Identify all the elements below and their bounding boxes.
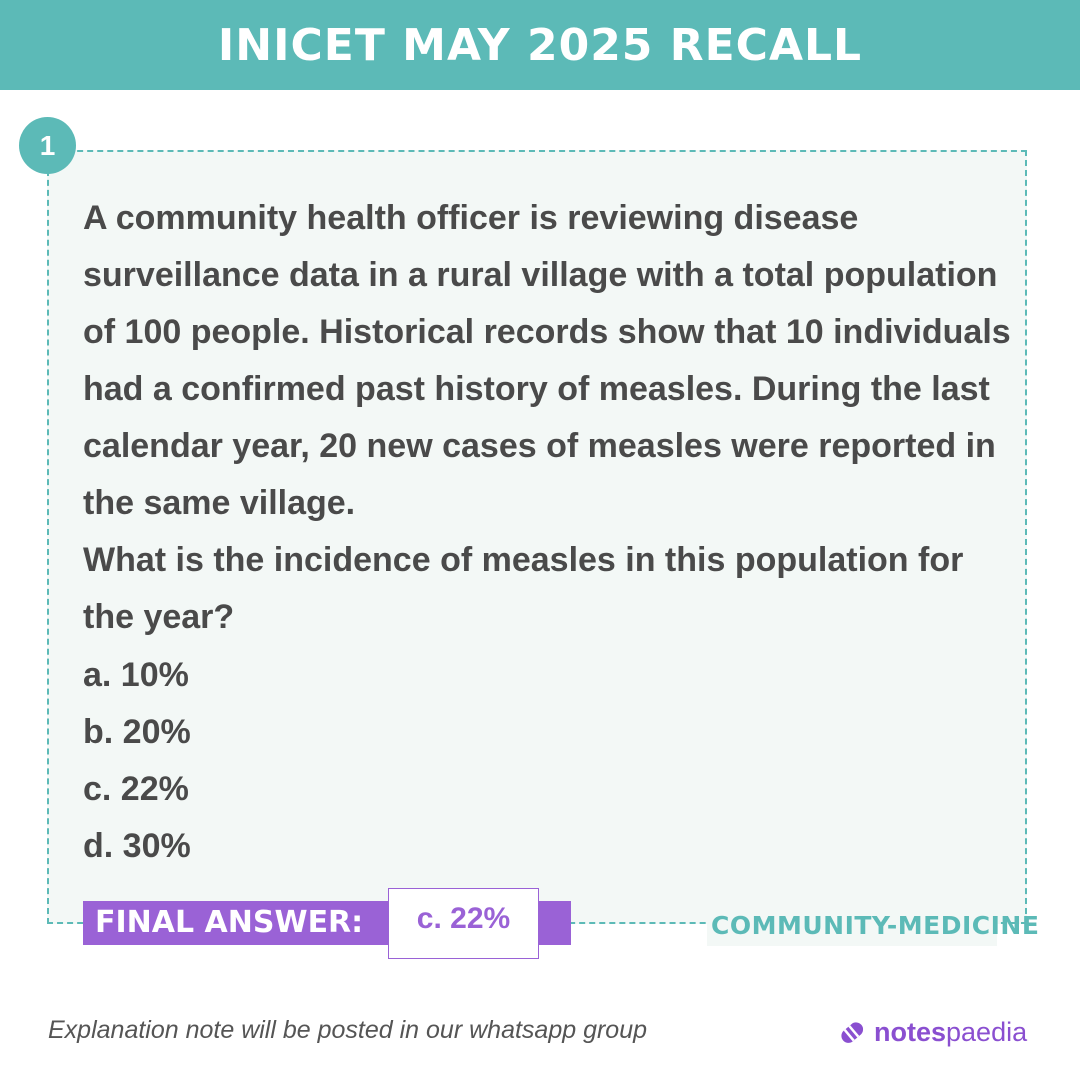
option-b: b. 20%: [83, 713, 191, 751]
option-c: c. 22%: [83, 770, 189, 808]
subject-tag-background: [707, 906, 997, 946]
question-stem: A community health officer is reviewing …: [83, 199, 1011, 522]
page-title: INICET MAY 2025 RECALL: [217, 19, 863, 71]
subject-tag: COMMUNITY-MEDICINE: [711, 911, 1040, 940]
option-d: d. 30%: [83, 827, 191, 865]
question-number-badge: 1: [19, 117, 76, 174]
brand-name-light: paedia: [946, 1016, 1028, 1047]
options-list: a. 10% b. 20% c. 22% d. 30%: [83, 647, 191, 875]
footer-note: Explanation note will be posted in our w…: [48, 1016, 648, 1044]
final-answer-label: FINAL ANSWER:: [95, 905, 364, 940]
brand-logo: notes paedia: [836, 1014, 1027, 1050]
option-a: a. 10%: [83, 656, 189, 694]
header-banner: INICET MAY 2025 RECALL: [0, 0, 1080, 90]
question-text: A community health officer is reviewing …: [83, 190, 1023, 646]
question-prompt: What is the incidence of measles in this…: [83, 541, 964, 636]
final-answer-value: c. 22%: [388, 888, 539, 959]
pencil-logo-icon: [841, 1022, 864, 1043]
question-card: [47, 150, 1027, 924]
brand-name-bold: notes: [874, 1016, 947, 1047]
